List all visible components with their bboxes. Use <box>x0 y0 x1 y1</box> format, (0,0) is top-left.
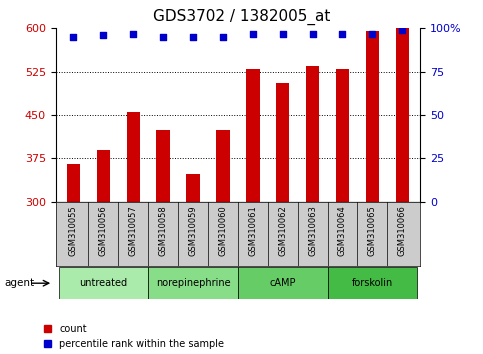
Text: GSM310055: GSM310055 <box>69 205 78 256</box>
Text: agent: agent <box>5 278 35 288</box>
Text: untreated: untreated <box>79 278 128 288</box>
Bar <box>156 130 170 202</box>
Text: GSM310056: GSM310056 <box>99 205 108 256</box>
Point <box>249 31 256 36</box>
FancyBboxPatch shape <box>58 267 148 299</box>
Text: forskolin: forskolin <box>352 278 393 288</box>
Bar <box>127 112 140 202</box>
Bar <box>306 66 319 202</box>
Text: GSM310057: GSM310057 <box>129 205 138 256</box>
Bar <box>216 130 229 202</box>
Point <box>99 33 107 38</box>
Point <box>129 31 137 36</box>
Point <box>309 31 316 36</box>
Point <box>219 34 227 40</box>
Point <box>159 34 167 40</box>
Text: GSM310063: GSM310063 <box>308 205 317 256</box>
FancyBboxPatch shape <box>327 267 417 299</box>
Text: GSM310064: GSM310064 <box>338 205 347 256</box>
Point <box>339 31 346 36</box>
Point <box>369 31 376 36</box>
Text: GSM310066: GSM310066 <box>398 205 407 256</box>
Text: cAMP: cAMP <box>270 278 296 288</box>
Text: GSM310059: GSM310059 <box>188 205 198 256</box>
Bar <box>366 31 379 202</box>
Text: GSM310058: GSM310058 <box>158 205 168 256</box>
Point <box>279 31 286 36</box>
Text: GDS3702 / 1382005_at: GDS3702 / 1382005_at <box>153 9 330 25</box>
Text: GSM310065: GSM310065 <box>368 205 377 256</box>
Text: norepinephrine: norepinephrine <box>156 278 230 288</box>
Bar <box>97 150 110 202</box>
Text: GSM310060: GSM310060 <box>218 205 227 256</box>
Text: GSM310062: GSM310062 <box>278 205 287 256</box>
Legend: count, percentile rank within the sample: count, percentile rank within the sample <box>43 324 224 349</box>
FancyBboxPatch shape <box>148 267 238 299</box>
Point <box>189 34 197 40</box>
FancyBboxPatch shape <box>238 267 327 299</box>
Bar <box>396 28 409 202</box>
Bar <box>276 83 289 202</box>
Bar <box>246 69 259 202</box>
Point <box>70 34 77 40</box>
Bar <box>67 164 80 202</box>
Point <box>398 27 406 33</box>
Bar <box>336 69 349 202</box>
Text: GSM310061: GSM310061 <box>248 205 257 256</box>
Bar <box>186 174 200 202</box>
